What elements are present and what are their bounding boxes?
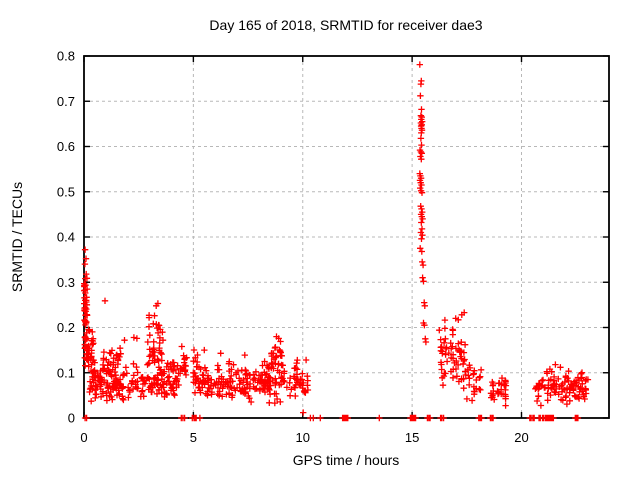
- y-tick-label: 0.2: [57, 320, 75, 335]
- x-tick-label: 10: [296, 430, 310, 445]
- x-tick-label: 15: [405, 430, 419, 445]
- y-tick-label: 0.8: [57, 49, 75, 64]
- y-tick-label: 0.6: [57, 139, 75, 154]
- y-tick-label: 0.1: [57, 365, 75, 380]
- y-tick-label: 0: [68, 411, 75, 426]
- x-tick-label: 20: [514, 430, 528, 445]
- y-tick-label: 0.4: [57, 230, 75, 245]
- y-tick-label: 0.5: [57, 184, 75, 199]
- scatter-points: [81, 61, 592, 422]
- chart-title: Day 165 of 2018, SRMTID for receiver dae…: [209, 17, 482, 33]
- x-axis-label: GPS time / hours: [293, 452, 400, 468]
- tick-labels: 0 5 10 15 20 0 0.1 0.2 0.3 0.4 0.5 0.6 0.7 0.8: [57, 49, 529, 446]
- y-tick-label: 0.3: [57, 275, 75, 290]
- y-tick-label: 0.7: [57, 94, 75, 109]
- x-tick-label: 0: [80, 430, 87, 445]
- y-axis-label: SRMTID / TECUs: [9, 182, 25, 292]
- x-tick-label: 5: [190, 430, 197, 445]
